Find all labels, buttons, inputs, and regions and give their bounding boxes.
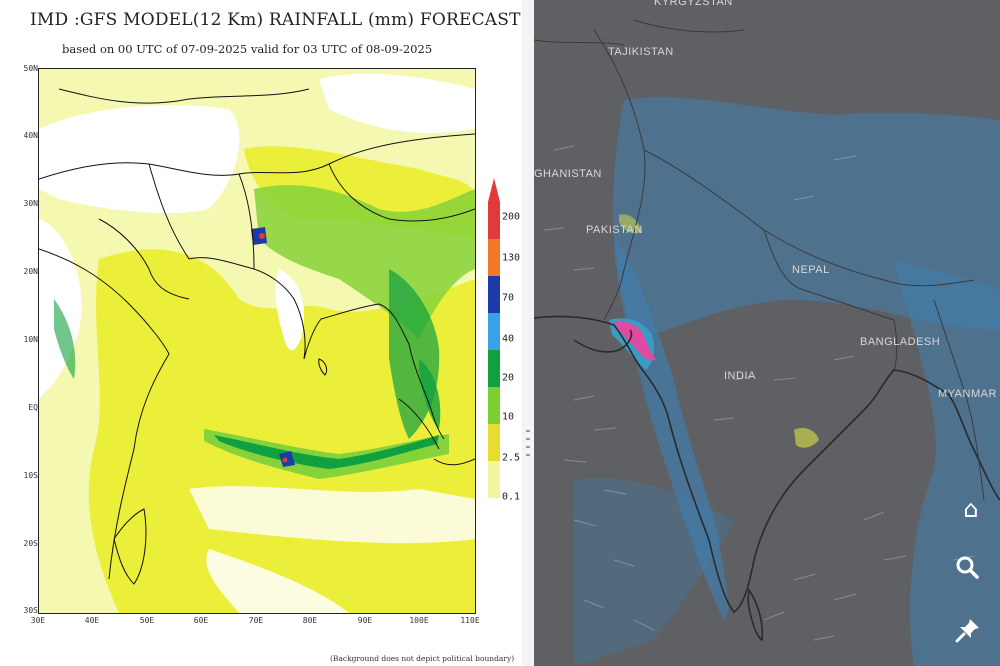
colorbar-label-130: 130 — [502, 252, 521, 264]
lon-label-40e: 40E — [84, 616, 100, 625]
map-footnote: (Background does not depict political bo… — [330, 654, 515, 663]
lat-label-10n: 10N — [23, 335, 38, 344]
rainfall-map-canvas — [39, 69, 475, 613]
lon-label-110e: 110E — [460, 616, 480, 625]
lat-label-30s: 30S — [23, 606, 38, 615]
country-label-india: INDIA — [724, 370, 756, 382]
country-label-bangladesh: BANGLADESH — [860, 336, 941, 348]
rainfall-colorbar — [488, 178, 500, 498]
lon-label-60e: 60E — [193, 616, 209, 625]
colorbar-label-0-1: 0.1 — [502, 491, 521, 503]
dry-area-5 — [206, 549, 349, 613]
country-label-myanmar: MYANMAR — [938, 388, 997, 400]
rain-area-east — [894, 260, 1000, 666]
country-label-afghanistan: GHANISTAN — [534, 168, 602, 180]
lat-label-50n: 50N — [23, 64, 38, 73]
lat-label-20n: 20N — [23, 267, 38, 276]
lat-label-10s: 10S — [23, 471, 38, 480]
colorbar-seg-10 — [488, 387, 500, 424]
map-title: IMD :GFS MODEL(12 Km) RAINFALL (mm) FORE… — [30, 10, 596, 30]
divider-grip-line[interactable] — [526, 446, 530, 448]
colorbar-label-70: 70 — [502, 292, 515, 304]
colorbar-label-20: 20 — [502, 372, 515, 384]
wind-streaks — [543, 145, 975, 641]
dry-area-india — [275, 269, 305, 351]
rain-spot-red-2 — [282, 457, 288, 463]
rain-area-south — [574, 478, 734, 666]
lat-label-30n: 30N — [23, 199, 38, 208]
rain-band-andaman — [419, 359, 441, 429]
dry-area-2 — [319, 73, 475, 133]
lon-label-90e: 90E — [357, 616, 373, 625]
colorbar-seg-20 — [488, 350, 500, 387]
coastline-outline — [534, 315, 1000, 642]
coastlines — [39, 88, 475, 585]
heavy-rain-core — [614, 321, 656, 361]
country-label-pakistan: PAKISTAN — [586, 224, 643, 236]
colorbar-label-2-5: 2.5 — [502, 452, 521, 464]
colorbar-arrow — [488, 178, 500, 202]
map-subtitle: based on 00 UTC of 07-09-2025 valid for … — [62, 42, 433, 56]
rainfall-map — [38, 68, 476, 614]
country-borders — [534, 19, 985, 501]
moderate-rain-pakistan — [619, 214, 642, 234]
colorbar-seg-70 — [488, 276, 500, 313]
country-label-tajikistan: TAJIKISTAN — [608, 46, 674, 58]
moderate-rain-andhra — [794, 428, 819, 448]
pin-icon — [955, 619, 979, 643]
split-divider[interactable] — [522, 0, 534, 666]
divider-grip-line[interactable] — [526, 454, 530, 456]
home-icon: ⌂ — [963, 495, 979, 523]
lat-label-eq: EQ — [28, 403, 38, 412]
colorbar-label-200: 200 — [502, 211, 521, 223]
colorbar-seg-2-5 — [488, 424, 500, 461]
rain-band-africa — [54, 299, 76, 379]
lon-label-50e: 50E — [139, 616, 155, 625]
colorbar-label-10: 10 — [502, 411, 515, 423]
rain-band-eq — [204, 429, 449, 479]
rain-spot-red — [259, 233, 265, 239]
pin-button[interactable] — [954, 616, 984, 646]
lat-label-40n: 40N — [23, 131, 38, 140]
lon-label-70e: 70E — [248, 616, 264, 625]
lon-label-100e: 100E — [409, 616, 429, 625]
rain-band-eq-core — [214, 435, 439, 469]
colorbar-seg-0-1 — [488, 461, 500, 498]
dry-area-1 — [39, 105, 240, 214]
divider-grip-line[interactable] — [526, 430, 530, 432]
imd-forecast-map-panel: IMD :GFS MODEL(12 Km) RAINFALL (mm) FORE… — [23, 10, 596, 663]
colorbar-seg-200 — [488, 202, 500, 239]
weather-map-canvas[interactable] — [534, 0, 1000, 666]
lon-label-80e: 80E — [302, 616, 318, 625]
colorbar-label-40: 40 — [502, 333, 515, 345]
search-button[interactable] — [954, 554, 984, 584]
colorbar-seg-130 — [488, 239, 500, 276]
colorbar-seg-40 — [488, 313, 500, 350]
country-label-kyrgyzstan: KYRGYZSTAN — [654, 0, 733, 8]
divider-grip-line[interactable] — [526, 438, 530, 440]
home-button[interactable]: ⌂ — [956, 494, 986, 524]
lat-label-20s: 20S — [23, 539, 38, 548]
weather-radar-map-panel[interactable]: KYRGYZSTAN TAJIKISTAN GHANISTAN PAKISTAN… — [534, 0, 1000, 666]
search-icon — [956, 556, 979, 579]
country-label-nepal: NEPAL — [792, 264, 830, 276]
dry-area-4 — [189, 486, 475, 544]
lon-label-30e: 30E — [30, 616, 46, 625]
